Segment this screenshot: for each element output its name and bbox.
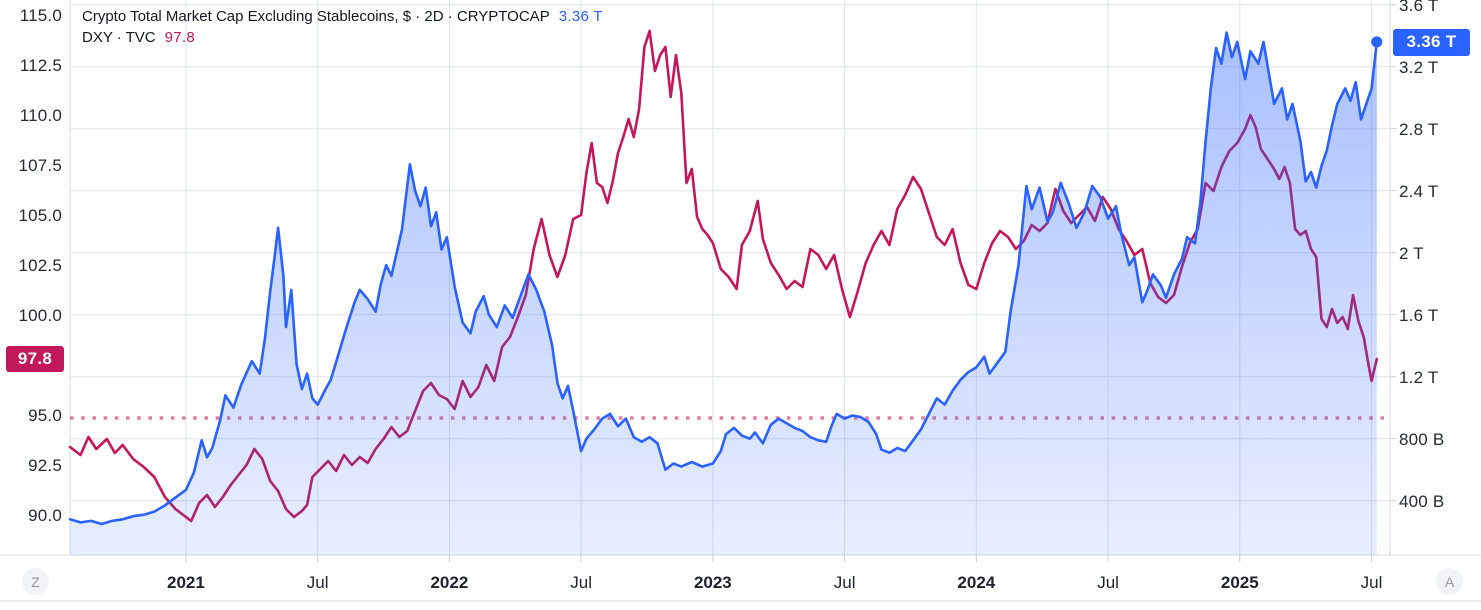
mcap-area [70,32,1377,556]
left-axis-label: 102.5 [18,256,62,275]
left-axis-label: 92.5 [28,456,62,475]
right-axis-label: 3.2 T [1399,57,1439,77]
time-axis-label: 2022 [430,573,469,592]
right-axis-label: 3.6 T [1399,0,1439,15]
mcap-price-badge: 3.36 T [1393,28,1470,56]
chart-legend: Crypto Total Market Cap Excluding Stable… [82,6,603,48]
time-axis-label: 2024 [957,573,996,592]
right-axis-label: 400 B [1399,491,1445,511]
time-axis-label: Jul [833,573,856,592]
right-price-axis[interactable]: 3.6 T 3.2 T 2.8 T 2.4 T 2 T 1.6 T 1.2 T 800 B 40… [1390,0,1481,555]
legend-dxy-value: 97.8 [164,29,196,46]
legend-dxy-title[interactable]: DXY · TVC [82,29,156,46]
corner-button-z[interactable]: Z [22,568,49,595]
right-axis-label: 1.2 T [1399,367,1439,387]
mcap-price-badge-value: 3.36 T [1406,32,1457,52]
legend-row-mcap: Crypto Total Market Cap Excluding Stable… [82,6,603,27]
time-axis-label: Jul [306,573,329,592]
legend-mcap-title[interactable]: Crypto Total Market Cap Excluding Stable… [82,8,550,25]
left-axis-label: 105.0 [18,206,62,225]
left-axis-label: 112.5 [19,56,62,75]
dxy-price-badge-value: 97.8 [17,349,53,368]
time-axis-label: Jul [570,573,592,592]
right-axis-label: 1.6 T [1399,305,1439,325]
time-axis-label: Jul [1360,573,1383,592]
left-axis-label: 100.0 [18,306,62,325]
left-axis-label: 115.0 [19,6,62,25]
dxy-price-badge: 97.8 [6,346,64,372]
left-price-axis[interactable]: 115.0 112.5 110.0 107.5 105.0 102.5 100.0 95.0 9… [0,0,70,555]
mcap-line[interactable] [68,31,1379,526]
legend-row-dxy: DXY · TVC 97.8 [82,27,603,48]
corner-button-a[interactable]: A [1436,568,1463,595]
right-axis-label: 2.8 T [1399,119,1439,139]
time-axis-label: Jul [1097,573,1119,592]
axis-tick-marks [185,4,1396,562]
right-axis-label: 800 B [1399,429,1445,449]
left-axis-label: 110.0 [19,106,62,125]
left-axis-label: 90.0 [28,506,62,525]
right-axis-label: 2.4 T [1399,181,1439,201]
time-axis-label: 2023 [693,573,732,592]
left-axis-label: 95.0 [28,406,62,425]
right-axis-label: 2 T [1399,243,1424,263]
time-axis-label: 2021 [167,573,205,592]
legend-mcap-value: 3.36 T [558,8,603,25]
time-axis[interactable]: 2021 Jul 2022 Jul 2023 Jul 2024 Jul 2025 Jul [0,555,1481,601]
last-price-dot [1371,36,1383,48]
left-axis-label: 107.5 [18,156,62,175]
time-axis-label: 2025 [1220,573,1259,592]
